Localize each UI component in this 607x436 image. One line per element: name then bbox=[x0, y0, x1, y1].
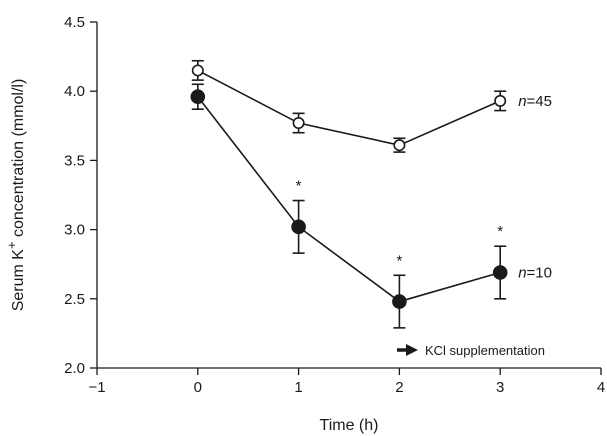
y-axis-label-rest: concentration (mmol/l) bbox=[10, 79, 27, 242]
x-ticks: −1 0 1 2 3 4 bbox=[88, 368, 605, 396]
x-tick-label: 1 bbox=[294, 379, 302, 396]
y-tick-label: 4.0 bbox=[64, 83, 85, 100]
series-label: n=45 bbox=[518, 93, 552, 110]
open-point bbox=[191, 64, 204, 77]
x-tick-label: −1 bbox=[88, 379, 105, 396]
significance-marker: * bbox=[296, 178, 302, 195]
x-tick-label: 0 bbox=[194, 379, 202, 396]
series-1: n=45 bbox=[191, 59, 552, 153]
y-tick-label: 3.0 bbox=[64, 222, 85, 239]
series-2: * * * n=10 bbox=[190, 83, 552, 329]
y-axis-label-main: Serum K bbox=[10, 249, 27, 312]
x-tick-label: 4 bbox=[597, 379, 605, 396]
x-tick-label: 3 bbox=[496, 379, 504, 396]
filled-point bbox=[190, 89, 206, 105]
kcl-annotation: KCl supplementation bbox=[397, 343, 545, 358]
series-label: n=10 bbox=[518, 265, 552, 282]
axes bbox=[96, 22, 601, 369]
filled-point bbox=[492, 265, 508, 280]
y-tick-label: 3.5 bbox=[64, 152, 85, 169]
filled-point bbox=[291, 219, 306, 235]
filled-point bbox=[392, 294, 407, 309]
open-point bbox=[292, 117, 305, 130]
significance-marker: * bbox=[497, 223, 503, 240]
open-point bbox=[494, 94, 507, 107]
y-axis-label-sup: + bbox=[4, 241, 19, 249]
series-layer: n=45 * * * n=10 bbox=[190, 59, 552, 329]
series-line bbox=[197, 69, 501, 147]
x-axis-label: Time (h) bbox=[320, 417, 379, 434]
kcl-annotation-text: KCl supplementation bbox=[425, 343, 545, 358]
significance-marker: * bbox=[396, 252, 402, 269]
y-ticks: 2.0 2.5 3.0 3.5 4.0 4.5 bbox=[64, 14, 97, 377]
y-tick-label: 4.5 bbox=[64, 14, 85, 31]
y-tick-label: 2.5 bbox=[64, 291, 85, 308]
series-line bbox=[197, 96, 501, 303]
right-arrow-icon bbox=[397, 344, 418, 356]
open-point bbox=[393, 139, 406, 152]
y-tick-label: 2.0 bbox=[64, 360, 85, 377]
x-tick-label: 2 bbox=[395, 379, 403, 396]
y-axis-label: Serum K+ concentration (mmol/l) bbox=[4, 79, 27, 312]
